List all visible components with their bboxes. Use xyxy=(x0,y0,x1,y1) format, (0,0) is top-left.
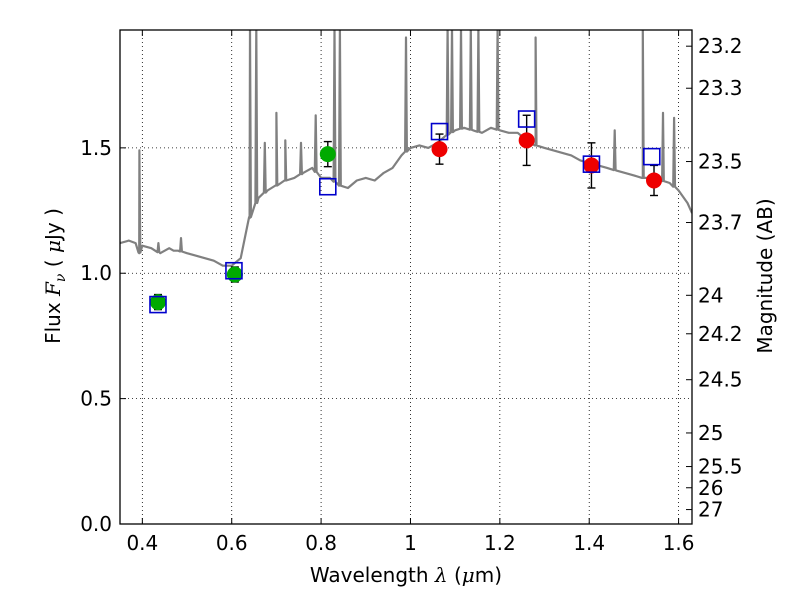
plot-area xyxy=(120,30,692,314)
model-flux-square xyxy=(225,261,243,280)
y2-tick-label: 24 xyxy=(698,283,723,307)
y2-tick-label: 23.2 xyxy=(698,34,743,58)
y-tick-label: 1.5 xyxy=(80,136,112,160)
x-tick-label: 0.4 xyxy=(126,531,158,555)
y2-tick-label: 23.7 xyxy=(698,211,743,235)
model-flux-square xyxy=(642,147,661,166)
observed-flux-point xyxy=(226,266,243,283)
y2-tick-label: 23.3 xyxy=(698,76,743,100)
y2-tick-label: 24.2 xyxy=(698,322,743,346)
observed-flux-point xyxy=(518,132,535,149)
model-flux-square xyxy=(318,177,337,196)
model-flux-square xyxy=(582,155,601,173)
x-tick-label: 0.8 xyxy=(305,531,337,555)
y-tick-label: 0.0 xyxy=(80,512,112,536)
plot-frame xyxy=(119,29,693,525)
y-tick-label: 0.5 xyxy=(80,387,112,411)
y2-tick-label: 24.5 xyxy=(698,368,743,392)
observed-flux-point xyxy=(319,146,336,163)
observed-flux-point xyxy=(646,172,663,189)
observed-flux-point xyxy=(431,141,448,158)
y-tick-label: 1.0 xyxy=(80,261,112,285)
model-flux-square xyxy=(149,295,167,314)
x-tick-label: 1 xyxy=(404,531,417,555)
observed-flux-point xyxy=(583,157,600,174)
y2-axis-label: Magnitude (AB) xyxy=(753,198,777,353)
y2-tick-label: 23.5 xyxy=(698,150,743,174)
model-flux-square xyxy=(430,122,449,141)
x-tick-label: 0.6 xyxy=(216,531,248,555)
y2-tick-label: 25 xyxy=(698,421,723,445)
x-axis-label: Wavelength λ (μm) xyxy=(310,563,502,587)
y2-tick-label: 25.5 xyxy=(698,455,743,479)
x-tick-label: 1.2 xyxy=(484,531,516,555)
y2-tick-label: 27 xyxy=(698,498,723,522)
axis-ticks: 0.4 0.6 0.8 1 1.2 1.4 1.6 0.0 0.5 1.0 1.5 23.2 23.3 2… xyxy=(80,30,743,555)
y2-tick-label: 26 xyxy=(698,476,723,500)
model-flux-square xyxy=(517,110,536,128)
x-tick-label: 1.4 xyxy=(573,531,605,555)
model-spectrum-line xyxy=(120,30,692,267)
y-axis-label: Flux Fν ( μJy ) xyxy=(41,208,69,344)
x-tick-label: 1.6 xyxy=(663,531,695,555)
grid-lines xyxy=(120,30,692,524)
